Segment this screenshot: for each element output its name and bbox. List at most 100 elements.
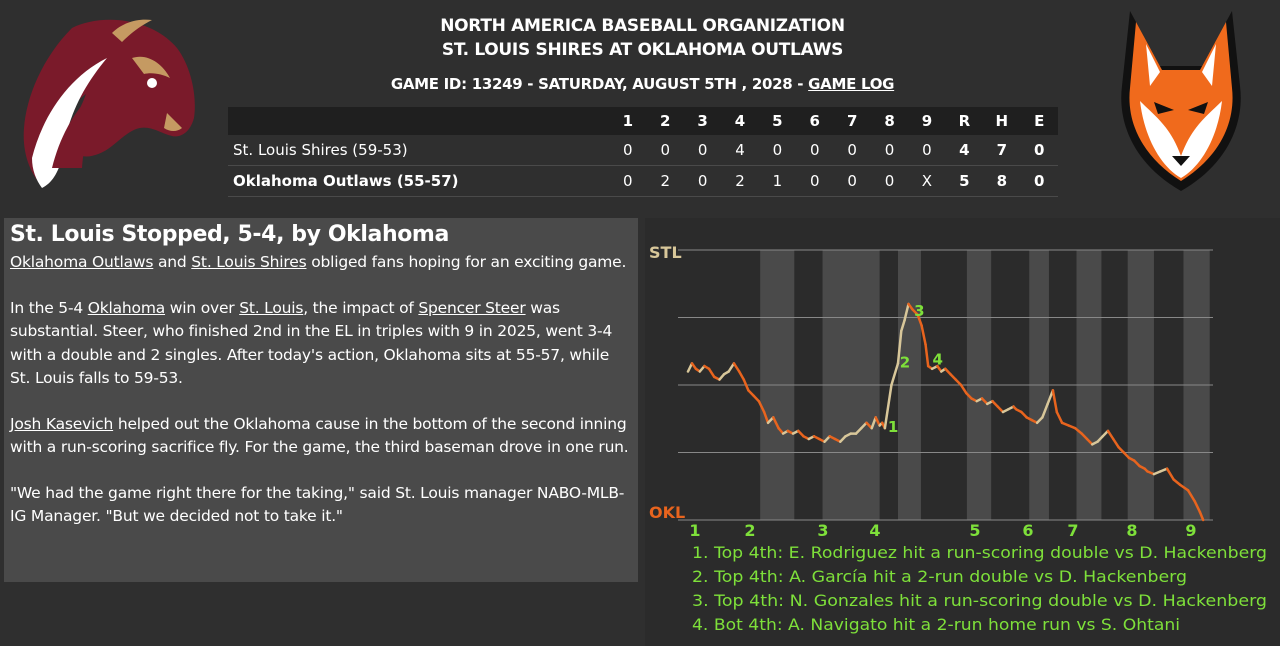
linescore-col-4: 4 (721, 107, 759, 135)
event-annotation: 1. Top 4th: E. Rodriguez hit a run-scori… (692, 543, 1267, 562)
linescore-col-h: H (983, 107, 1021, 135)
linescore-col-2: 2 (646, 107, 684, 135)
st-louis-shires-link[interactable]: St. Louis Shires (191, 253, 307, 271)
win-probability-segment (874, 416, 881, 427)
total-score: 8 (983, 165, 1021, 197)
text: was substantial. Steer, who finished 2nd… (10, 298, 613, 388)
win-probability-segment (900, 318, 906, 333)
linescore-col-9: 9 (908, 107, 946, 135)
win-probability-segment (903, 302, 910, 322)
event-marker-4: 4 (933, 351, 943, 369)
inning-score: X (908, 165, 946, 197)
linescore-col-r: R (945, 107, 984, 135)
win-probability-segment (965, 391, 973, 400)
win-probability-segment (1106, 429, 1115, 441)
win-probability-segment (870, 416, 877, 430)
win-probability-segment (854, 426, 863, 435)
st-louis-link[interactable]: St. Louis (239, 298, 304, 317)
oklahoma-link[interactable]: Oklahoma (87, 298, 166, 317)
win-probability-segment (1080, 432, 1089, 441)
total-score: 0 (1020, 135, 1058, 166)
win-probability-segment (890, 362, 900, 387)
win-probability-segment (1051, 389, 1059, 414)
josh-kasevich-link[interactable]: Josh Kasevich (10, 414, 114, 433)
top-team-label: STL (649, 243, 682, 262)
inning-tick-4: 4 (869, 521, 880, 540)
game-header: NORTH AMERICA BASEBALL ORGANIZATION ST. … (300, 14, 985, 96)
win-probability-segment (1073, 426, 1083, 435)
inning-score: 0 (758, 135, 797, 166)
inning-score: 2 (721, 165, 759, 197)
win-probability-segment (1193, 499, 1202, 514)
game-log-link[interactable]: GAME LOG (808, 75, 895, 93)
horse-head-logo (23, 19, 195, 188)
win-probability-segment (980, 397, 989, 406)
inning-tick-8: 8 (1126, 521, 1137, 540)
home-team-row: Oklahoma Outlaws (55-57) 0 2 0 2 1 0 0 0 X 5 8 0 (228, 165, 1058, 197)
inning-score: 2 (646, 165, 684, 197)
win-probability-segment (1055, 410, 1064, 425)
inning-score: 0 (833, 165, 871, 197)
win-probability-segment (1165, 467, 1175, 481)
win-probability-segment (916, 313, 923, 327)
text: and (153, 253, 192, 271)
inning-score: 4 (721, 135, 759, 166)
event-marker-2: 2 (900, 353, 910, 371)
win-probability-segment (1096, 435, 1104, 443)
chart-background (645, 218, 1280, 646)
game-recap-article: St. Louis Stopped, 5-4, by Oklahoma Okla… (4, 218, 638, 582)
event-annotation: 4. Bot 4th: A. Navigato hit a 2-run home… (692, 615, 1180, 634)
win-probability-segment (1186, 489, 1196, 503)
inning-tick-2: 2 (744, 521, 755, 540)
text: win over (165, 298, 240, 317)
article-paragraph-1: Oklahoma Outlaws and St. Louis Shires ob… (10, 251, 632, 275)
text: In the 5-4 (10, 298, 88, 317)
win-probability-segment (883, 383, 893, 430)
win-probability-segment (1198, 510, 1205, 522)
win-probability-segment (839, 435, 847, 443)
total-score: 0 (1020, 165, 1058, 197)
win-probability-segment (860, 421, 868, 430)
linescore-col-7: 7 (833, 107, 871, 135)
team-name: Oklahoma Outlaws (55-57) (228, 165, 610, 197)
oklahoma-outlaws-link[interactable]: Oklahoma Outlaws (10, 253, 154, 271)
linescore-col-3: 3 (683, 107, 722, 135)
win-probability-segment (1041, 402, 1049, 419)
fox-head-logo (1121, 11, 1241, 191)
team-name: St. Louis Shires (59-53) (228, 135, 610, 166)
event-marker-1: 1 (888, 418, 898, 436)
win-probability-segment (823, 435, 831, 443)
linescore-col-5: 5 (758, 107, 797, 135)
inning-score: 0 (609, 135, 647, 166)
win-probability-segment (742, 378, 750, 392)
win-probability-segment (1178, 483, 1190, 492)
win-probability-segment (959, 383, 968, 395)
win-probability-segment (911, 308, 919, 317)
linescore-col-6: 6 (796, 107, 834, 135)
inning-score: 0 (908, 135, 946, 166)
inning-score: 0 (609, 165, 647, 197)
inning-tick-1: 1 (689, 521, 700, 540)
inning-score: 0 (683, 165, 722, 197)
linescore-col-1: 1 (609, 107, 647, 135)
inning-score: 0 (870, 165, 909, 197)
org-title: NORTH AMERICA BASEBALL ORGANIZATION (440, 16, 845, 36)
article-paragraph-3: Josh Kasevich helped out the Oklahoma ca… (10, 413, 632, 460)
event-marker-3: 3 (914, 302, 924, 320)
game-id-date: GAME ID: 13249 - SATURDAY, AUGUST 5TH , … (390, 75, 809, 93)
article-headline: St. Louis Stopped, 5-4, by Oklahoma (10, 222, 449, 247)
inning-score: 0 (870, 135, 909, 166)
win-probability-segment (752, 394, 761, 403)
inning-score: 0 (833, 135, 871, 166)
text: obliged fans hoping for an exciting game… (306, 253, 627, 271)
away-team-row: St. Louis Shires (59-53) 0 0 0 4 0 0 0 0 0 4 7 0 (228, 135, 1058, 166)
bottom-team-label: OKL (649, 503, 685, 522)
inning-tick-5: 5 (969, 521, 980, 540)
win-probability-segment (757, 399, 766, 414)
spencer-steer-link[interactable]: Spencer Steer (418, 298, 526, 317)
total-score: 7 (983, 135, 1021, 166)
total-score: 4 (945, 135, 984, 166)
